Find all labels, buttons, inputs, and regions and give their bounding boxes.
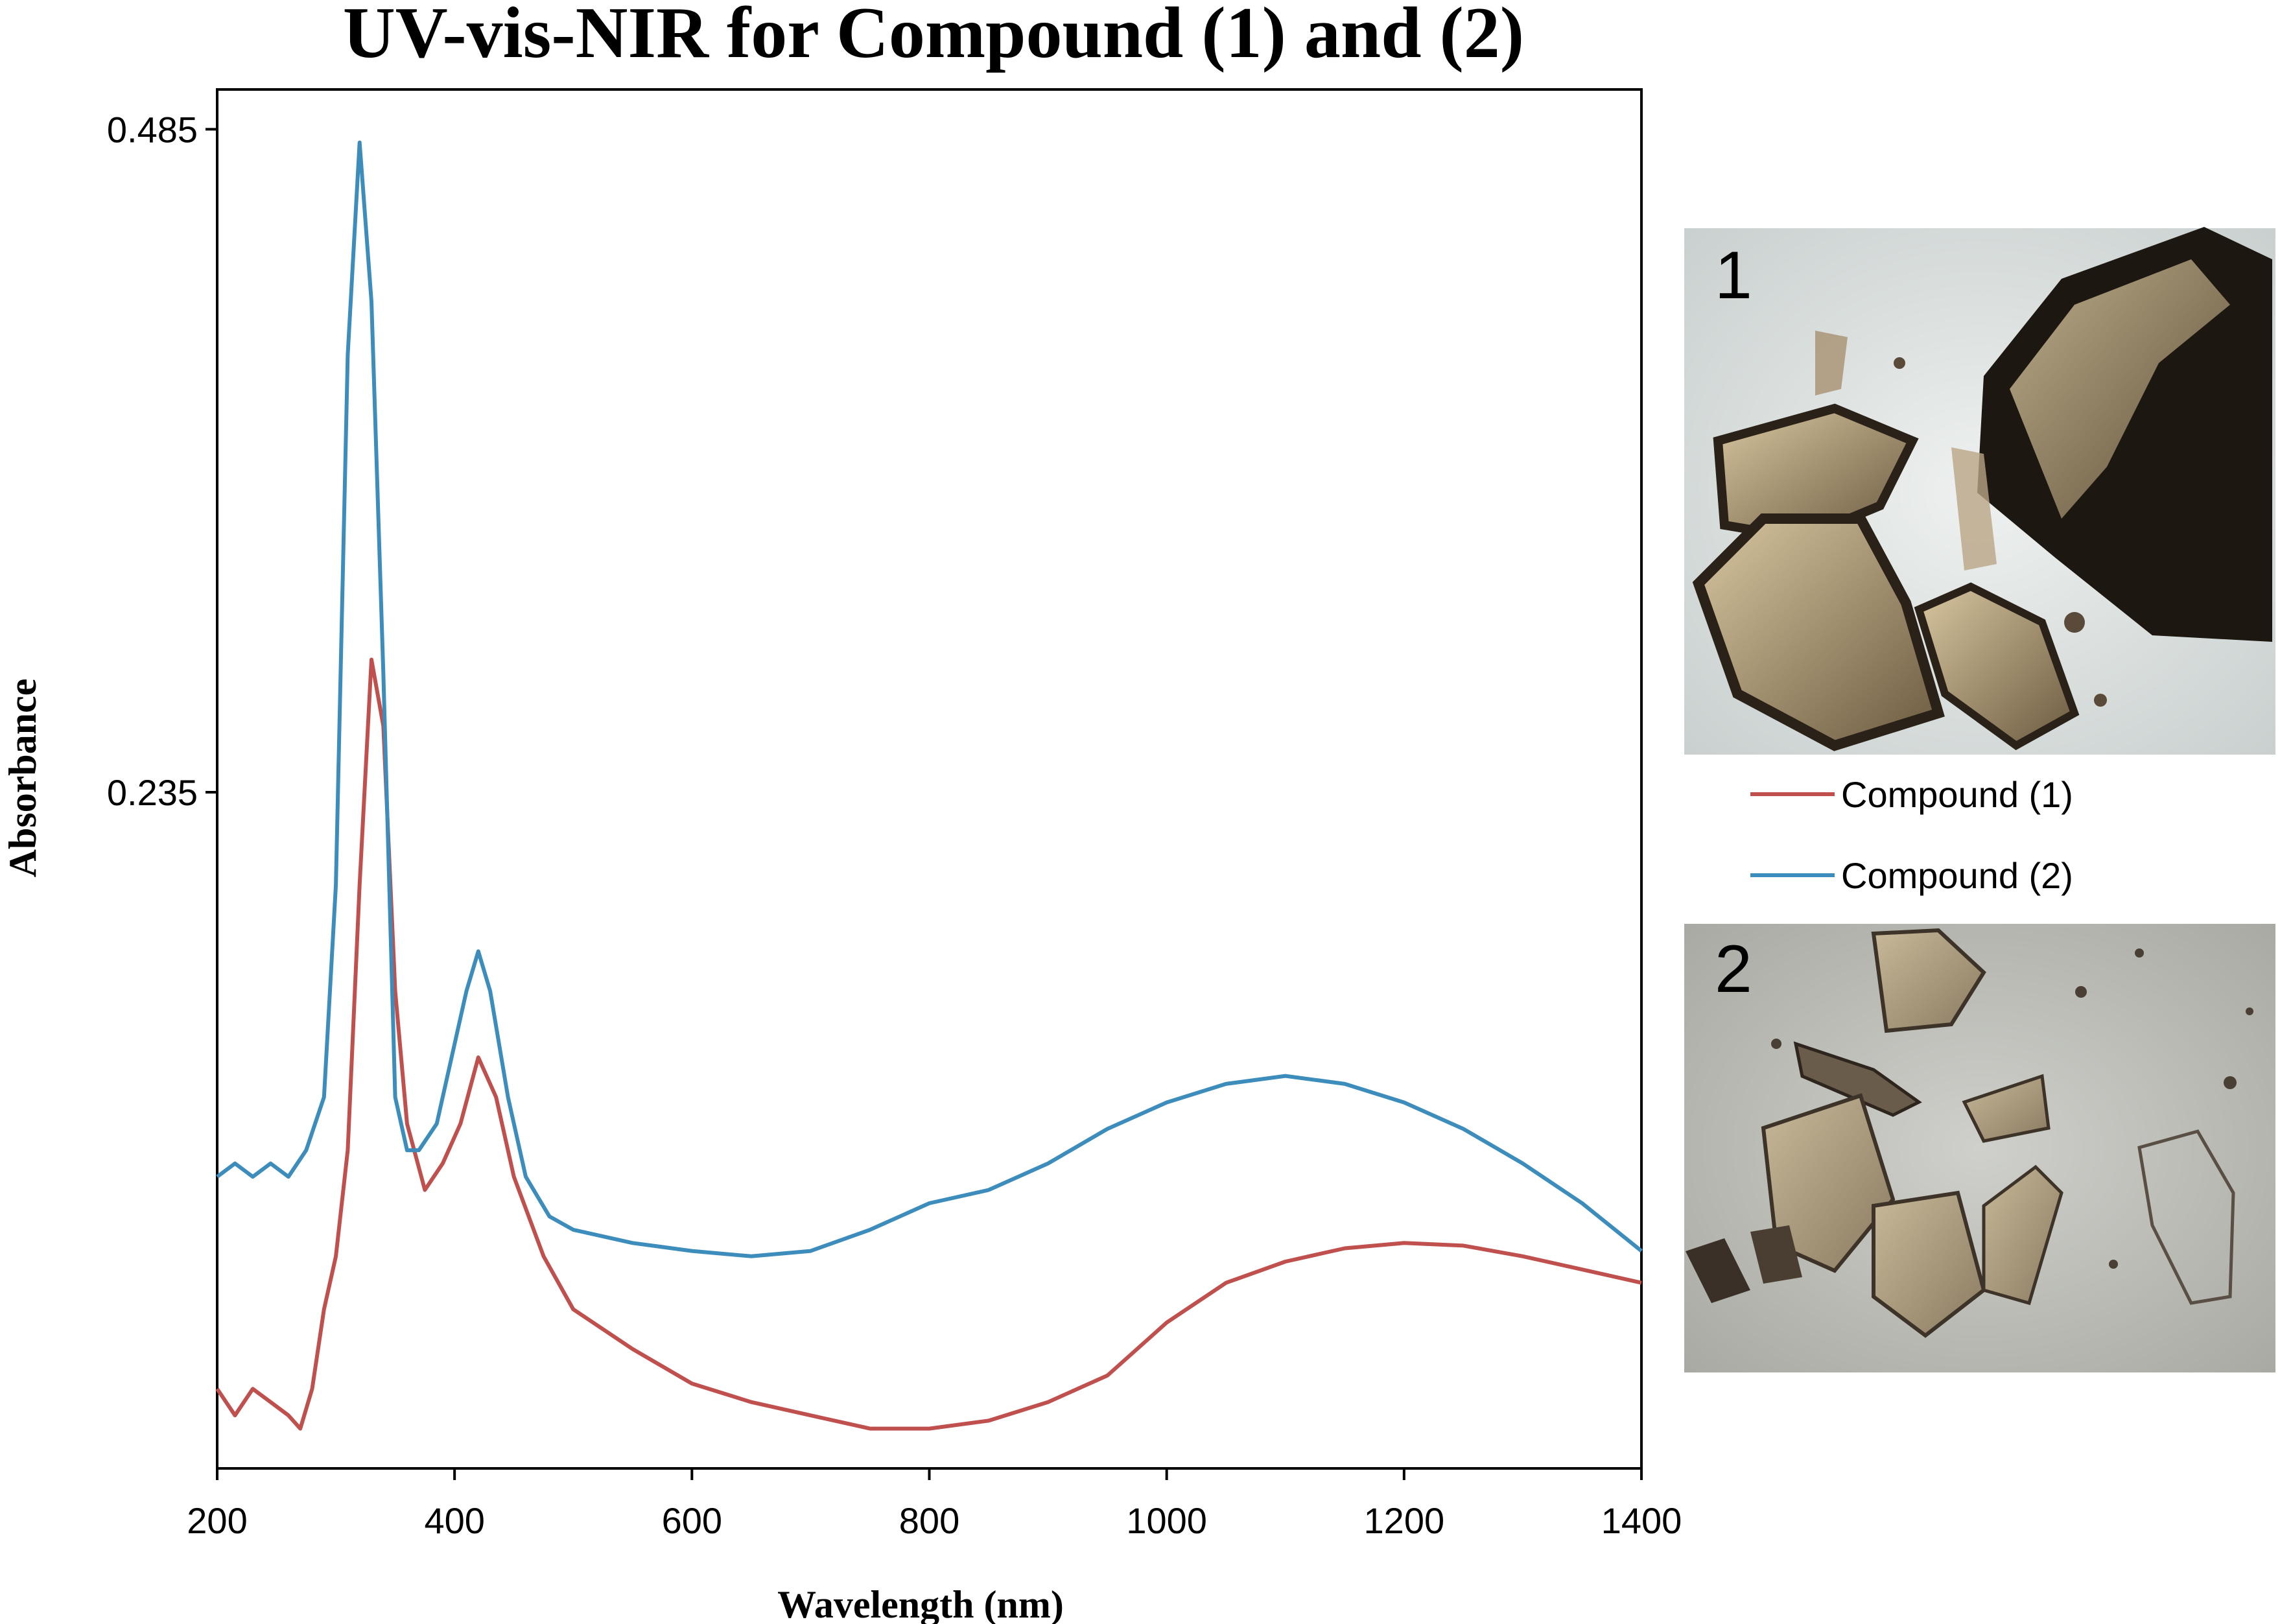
series-line-compound-1 (215, 657, 1642, 1431)
series-layer (215, 140, 1643, 1431)
x-tick-label: 800 (899, 1500, 959, 1541)
x-axis-ticks: 200 400 600 800 1000 1200 1400 (187, 1468, 1682, 1541)
y-tick-label: 0.235 (107, 772, 198, 813)
photo-1-label: 1 (1715, 238, 1752, 313)
chart-title: UV-vis-NIR for Compound (1) and (2) (343, 0, 1524, 73)
y-tick-label: 0.485 (107, 109, 198, 150)
legend-label-compound-2: Compound (2) (1841, 855, 2073, 896)
x-tick-label: 1200 (1364, 1500, 1445, 1541)
x-tick-label: 1400 (1601, 1500, 1682, 1541)
series-line-compound-2 (216, 140, 1643, 1258)
crystal-photo-2: 2 (1684, 924, 2275, 1372)
y-axis-ticks: 0.485 0.235 (107, 109, 217, 813)
crystal-photo-1: 1 (1684, 227, 2275, 755)
x-tick-label: 600 (662, 1500, 722, 1541)
legend: Compound (1) Compound (2) (1750, 774, 2073, 896)
y-axis-label: Absorbance (1, 679, 44, 878)
plot-frame (216, 88, 1643, 1470)
x-axis-label: Wavelength (nm) (777, 1583, 1064, 1624)
x-tick-label: 400 (424, 1500, 484, 1541)
x-tick-label: 1000 (1126, 1500, 1207, 1541)
photo-2-label: 2 (1715, 932, 1752, 1007)
x-tick-label: 200 (187, 1500, 247, 1541)
legend-label-compound-1: Compound (1) (1841, 774, 2073, 815)
